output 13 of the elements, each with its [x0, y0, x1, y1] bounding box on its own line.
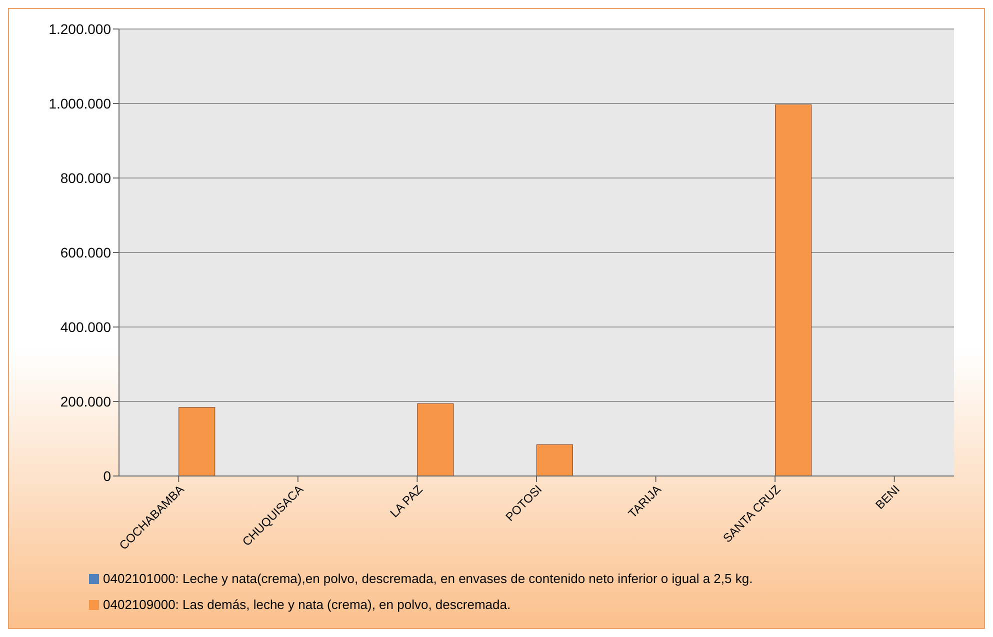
y-tick-label: 0 [103, 468, 112, 484]
bar [536, 444, 574, 476]
y-tick-label: 800.000 [60, 170, 112, 186]
y-tick-label: 400.000 [60, 318, 112, 335]
bar [417, 403, 454, 476]
y-tick-label: 1.200.000 [48, 20, 112, 37]
y-tick-label: 1.000.000 [48, 95, 112, 112]
legend-label: 0402101000: Leche y nata(crema),en polvo, descremada, en envases de contenido neto inferior o igual a 2,5 kg. [103, 570, 753, 588]
y-tick-label: 600.000 [60, 244, 112, 260]
bar [774, 104, 812, 476]
legend-label: 0402109000: Las demás, leche y nata (crema), en polvo, descremada. [103, 596, 511, 614]
y-tick-label: 200.000 [60, 393, 112, 410]
bar [178, 407, 216, 476]
